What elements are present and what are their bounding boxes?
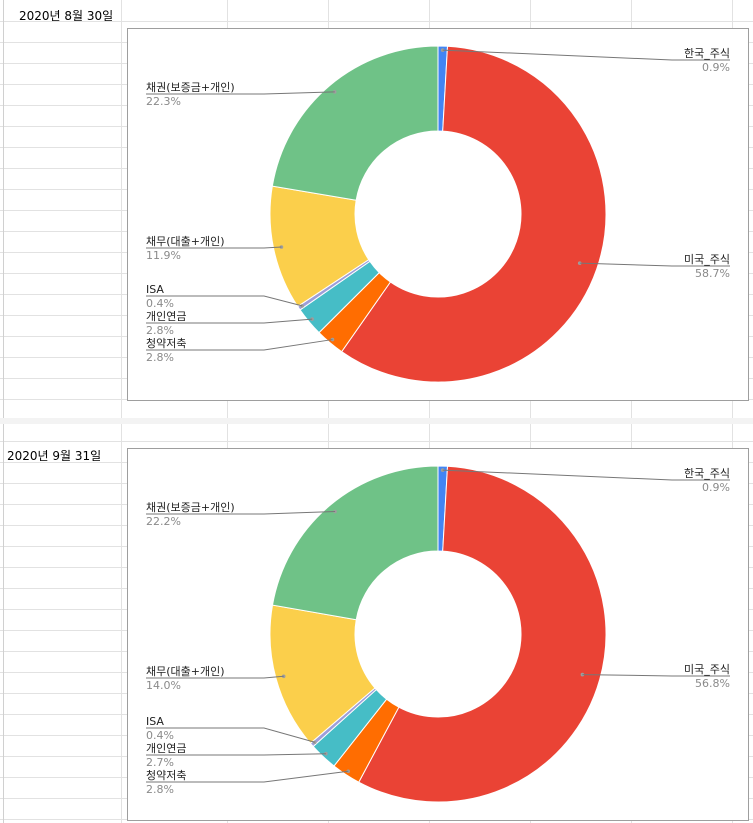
- slice-채권-보증금-개인-0[interactable]: [271, 45, 439, 201]
- slice-label: 청약저축: [146, 768, 186, 782]
- callout-line: [442, 469, 730, 481]
- callout-line: [146, 675, 284, 679]
- callout-line: [146, 246, 282, 249]
- slice-label: 개인연금: [146, 310, 186, 323]
- slice-label: ISA: [146, 283, 164, 296]
- slice-value-label: 0.4%: [146, 297, 174, 310]
- slice-value-label: 2.8%: [146, 351, 174, 364]
- slice-label: 미국_주식: [684, 663, 730, 676]
- callout-line: [146, 318, 313, 324]
- slice-label: 청약저축: [146, 336, 186, 350]
- callout-한국-주식-0: 한국_주식0.9%: [440, 47, 730, 74]
- slice-label: 채무(대출+개인): [146, 665, 225, 678]
- callout-채무-대출-개인-0: 채무(대출+개인)11.9%: [146, 235, 284, 262]
- callout-line: [146, 91, 335, 95]
- callout-채권-보증금-개인-1: 채권(보증금+개인)22.2%: [146, 501, 337, 528]
- callout-line: [579, 262, 730, 267]
- callout-line: [146, 727, 315, 743]
- slice-value-label: 0.4%: [146, 729, 174, 742]
- slice-label: 한국_주식: [684, 467, 730, 480]
- slice-value-label: 2.8%: [146, 324, 174, 337]
- date-cell-1[interactable]: 2020년 8월 30일: [19, 9, 114, 23]
- slice-label: 채무(대출+개인): [146, 235, 225, 248]
- slice-label: ISA: [146, 715, 164, 728]
- slice-label: 채권(보증금+개인): [146, 81, 235, 94]
- callout-dot: [580, 672, 585, 677]
- slice-label: 한국_주식: [684, 47, 730, 60]
- callout-dot: [300, 304, 304, 308]
- callout-한국-주식-1: 한국_주식0.9%: [440, 467, 730, 494]
- slice-미국-주식-0[interactable]: [340, 45, 607, 383]
- slice-value-label: 58.7%: [695, 267, 730, 280]
- slice-value-label: 14.0%: [146, 679, 181, 692]
- donut-chart-aug[interactable]: 한국_주식 0.9% 미국_주식 58.7% 채권(보증금+개인) 22.3% 채무(대출+…: [127, 28, 749, 401]
- slice-value-label: 11.9%: [146, 249, 181, 262]
- slice-미국-주식-1[interactable]: [358, 465, 607, 803]
- slice-value-label: 22.2%: [146, 515, 181, 528]
- callout-line: [146, 339, 333, 351]
- callout-채권-보증금-개인-0: 채권(보증금+개인)22.3%: [146, 81, 337, 108]
- date-cell-2[interactable]: 2020년 9월 31일: [7, 449, 102, 463]
- slice-label: 미국_주식: [684, 253, 730, 266]
- callout-dot: [312, 740, 317, 745]
- donut-chart-sep[interactable]: 한국_주식 0.9% 미국_주식 56.8% 채권(보증금+개인) 22.2% 채무(대출+…: [127, 448, 749, 821]
- slice-채권-보증금-개인-1[interactable]: [271, 465, 439, 621]
- callout-line: [146, 753, 326, 756]
- callout-line: [146, 295, 303, 307]
- slice-value-label: 0.9%: [702, 61, 730, 74]
- slice-value-label: 56.8%: [695, 677, 730, 690]
- slice-value-label: 2.7%: [146, 756, 174, 769]
- slice-value-label: 22.3%: [146, 95, 181, 108]
- slice-value-label: 0.9%: [702, 481, 730, 494]
- callout-line: [146, 770, 349, 783]
- callout-line: [582, 674, 730, 677]
- callout-line: [146, 511, 336, 515]
- slice-value-label: 2.8%: [146, 783, 174, 796]
- callout-채무-대출-개인-1: 채무(대출+개인)14.0%: [146, 665, 286, 692]
- callout-dot: [330, 337, 335, 342]
- slice-label: 채권(보증금+개인): [146, 501, 235, 514]
- slice-label: 개인연금: [146, 742, 186, 755]
- callout-line: [442, 49, 730, 61]
